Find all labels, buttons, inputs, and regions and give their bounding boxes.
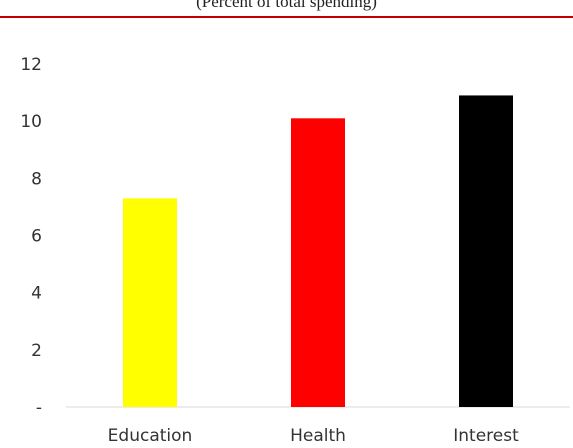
- y-tick-label: 10: [20, 112, 42, 132]
- category-label: Education: [108, 426, 193, 446]
- bar-health: [291, 118, 345, 407]
- bar-interest: [459, 95, 513, 408]
- y-axis-tick-labels: - 2 4 6 8 10 12: [20, 55, 42, 418]
- y-tick-label: 6: [31, 227, 42, 247]
- category-label: Health: [290, 426, 346, 446]
- header-rule: [0, 16, 573, 18]
- category-label: Interest: [453, 426, 519, 446]
- y-tick-label: 8: [31, 169, 42, 189]
- y-tick-label: 2: [31, 341, 42, 361]
- bars-group: [123, 95, 513, 408]
- category-labels: Education Health Interest: [108, 426, 519, 446]
- y-tick-label: 12: [20, 55, 42, 75]
- y-tick-label: 4: [31, 284, 42, 304]
- y-tick-label: -: [36, 398, 42, 418]
- chart-subtitle: (Percent of total spending): [196, 0, 377, 11]
- bar-education: [123, 198, 177, 407]
